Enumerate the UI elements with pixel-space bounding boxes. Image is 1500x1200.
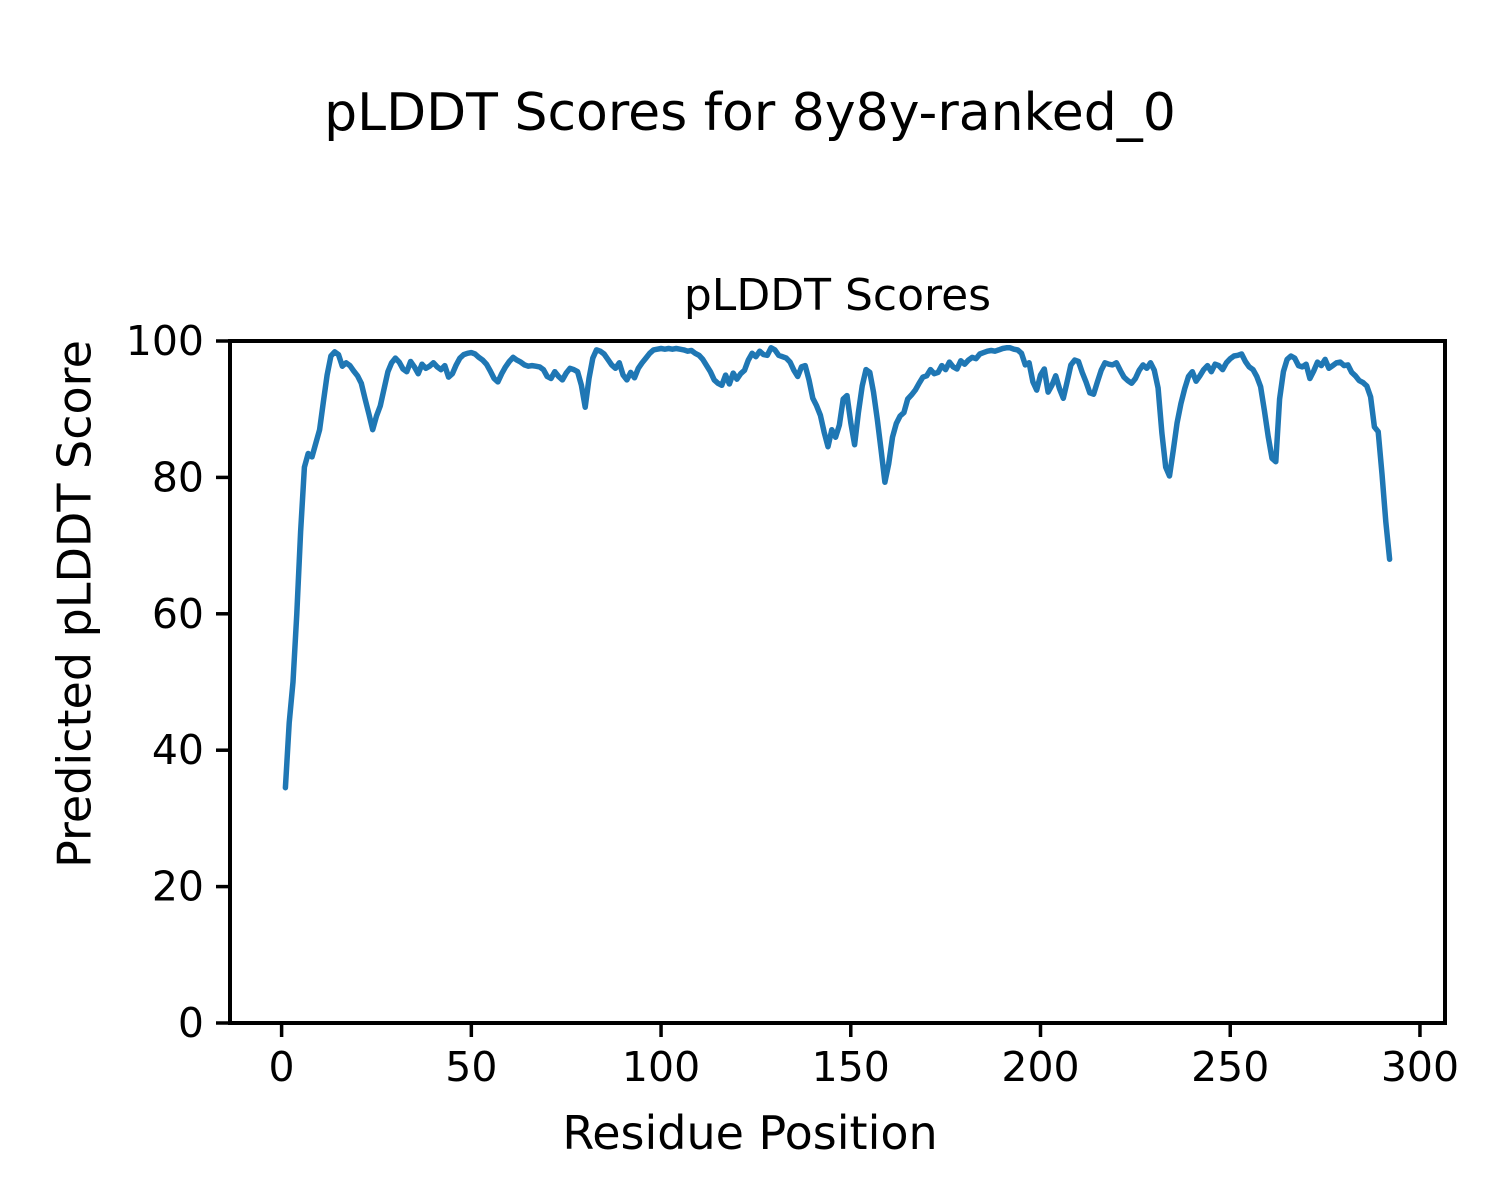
x-axis-label: Residue Position: [562, 1106, 938, 1160]
y-tick-label: 20: [152, 863, 204, 911]
x-tick-label: 250: [1191, 1043, 1269, 1091]
y-tick-label: 60: [152, 590, 204, 638]
figure-title: pLDDT Scores for 8y8y-ranked_0: [324, 83, 1176, 143]
axes-spines: [228, 339, 1447, 1025]
x-tick-label: 100: [622, 1043, 700, 1091]
x-tick-label: 0: [269, 1043, 295, 1091]
y-tick-label: 40: [152, 726, 204, 774]
x-tick-label: 50: [445, 1043, 497, 1091]
y-tick-label: 0: [178, 999, 204, 1047]
x-tick-label: 150: [812, 1043, 890, 1091]
x-tick-label: 300: [1381, 1043, 1459, 1091]
axes-title: pLDDT Scores: [683, 270, 992, 321]
series-line-pLDDT: [282, 345, 1393, 791]
x-tick-label: 200: [1001, 1043, 1079, 1091]
y-tick-label: 80: [152, 453, 204, 501]
y-tick-label: 100: [126, 317, 204, 365]
y-axis-label: Predicted pLDDT Score: [47, 340, 102, 868]
